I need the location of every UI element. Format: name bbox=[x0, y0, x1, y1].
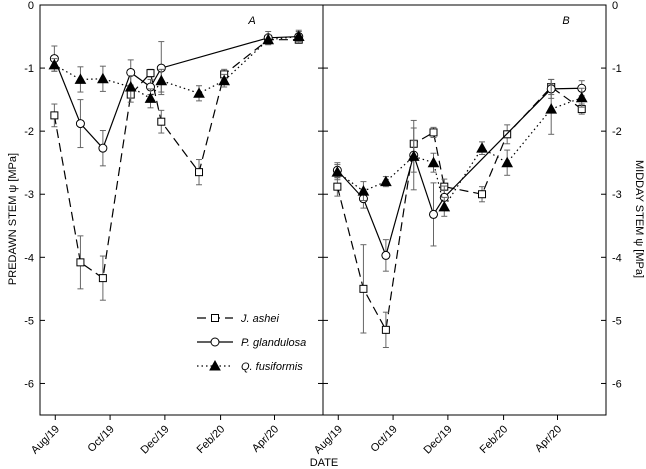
y-tick-label-left: -5 bbox=[24, 315, 34, 327]
data-point bbox=[407, 150, 420, 161]
series-q-fusiformis bbox=[331, 83, 588, 217]
x-tick-label: Aug/19 bbox=[29, 423, 62, 456]
y-tick-label-left: -2 bbox=[24, 126, 34, 138]
y-tick-label-right: -6 bbox=[612, 378, 622, 390]
data-point bbox=[478, 190, 487, 199]
legend-entry: Q. fusiformis bbox=[197, 359, 303, 373]
data-point bbox=[74, 73, 87, 84]
data-point bbox=[427, 156, 440, 168]
y-tick-label-right: -3 bbox=[612, 189, 622, 201]
x-tick-label: Oct/19 bbox=[368, 423, 399, 454]
series-line bbox=[337, 97, 582, 209]
data-point bbox=[124, 80, 137, 92]
data-point bbox=[75, 119, 85, 129]
series-line bbox=[336, 87, 582, 258]
data-point bbox=[545, 103, 558, 114]
data-point bbox=[97, 72, 109, 84]
legend-label: P. glandulosa bbox=[241, 337, 306, 349]
data-point bbox=[429, 209, 439, 219]
y-tick-label-right: -4 bbox=[612, 252, 622, 264]
legend-marker bbox=[209, 359, 221, 371]
data-point bbox=[381, 325, 390, 334]
data-point bbox=[193, 87, 205, 98]
x-tick-label: Feb/20 bbox=[478, 423, 511, 456]
data-point bbox=[98, 274, 107, 283]
series-line bbox=[53, 39, 299, 280]
series-line bbox=[54, 35, 299, 100]
x-tick-label: Dec/19 bbox=[422, 423, 455, 456]
y-tick-label-right: -2 bbox=[612, 126, 622, 138]
y-tick-label-right: -1 bbox=[612, 63, 622, 75]
panel-b-label: B bbox=[562, 15, 569, 27]
y-axis-title-left: PREDAWN STEM ψ [MPa] bbox=[7, 153, 19, 285]
data-point bbox=[146, 69, 155, 78]
y-tick-label-left: 0 bbox=[28, 0, 34, 12]
data-point bbox=[144, 92, 157, 103]
legend-label: J. ashei bbox=[240, 313, 279, 325]
data-point bbox=[98, 143, 108, 153]
data-point bbox=[380, 175, 392, 187]
y-tick-label-left: -1 bbox=[24, 63, 34, 75]
series-q-fusiformis bbox=[48, 30, 305, 109]
data-point bbox=[50, 111, 59, 120]
data-point bbox=[333, 182, 342, 191]
data-point bbox=[48, 58, 61, 70]
y-tick-label-left: -6 bbox=[24, 378, 34, 390]
series-j-ashei bbox=[50, 35, 303, 301]
y-tick-label-right: 0 bbox=[612, 0, 618, 12]
legend-marker bbox=[210, 337, 220, 347]
legend-entry: P. glandulosa bbox=[197, 337, 306, 349]
x-tick-label: Apr/20 bbox=[250, 423, 281, 454]
data-point bbox=[501, 156, 514, 168]
legend: J. ashei P. glandulosa Q. fusiformis bbox=[197, 313, 306, 373]
legend-marker bbox=[211, 314, 219, 322]
data-point bbox=[157, 117, 166, 126]
y-tick-label-left: -4 bbox=[24, 252, 34, 264]
data-point bbox=[331, 166, 344, 177]
series-layer bbox=[48, 29, 588, 349]
data-point bbox=[155, 74, 168, 86]
y-axis-title-right: MIDDAY STEM ψ [MPa] bbox=[633, 160, 645, 278]
x-tick-label: Feb/20 bbox=[195, 423, 228, 456]
x-tick-label: Apr/20 bbox=[533, 423, 564, 454]
legend-entry: J. ashei bbox=[197, 313, 279, 325]
data-point bbox=[381, 250, 391, 260]
data-point bbox=[195, 168, 204, 177]
series-j-ashei bbox=[333, 78, 586, 349]
data-point bbox=[359, 284, 368, 293]
x-tick-label: Aug/19 bbox=[312, 423, 345, 456]
data-point bbox=[357, 185, 370, 196]
x-tick-label: Dec/19 bbox=[139, 423, 172, 456]
y-tick-label-right: -5 bbox=[612, 315, 622, 327]
legend-label: Q. fusiformis bbox=[241, 361, 303, 373]
series-p-glandulosa bbox=[332, 78, 587, 272]
chart-frame bbox=[39, 4, 607, 416]
data-point bbox=[292, 30, 305, 42]
data-point bbox=[575, 91, 588, 103]
data-point bbox=[429, 128, 438, 137]
panel-a-label: A bbox=[247, 15, 255, 27]
y-tick-label-left: -3 bbox=[24, 189, 34, 201]
data-point bbox=[476, 142, 488, 153]
series-p-glandulosa bbox=[49, 29, 304, 167]
x-tick-label: Oct/19 bbox=[85, 423, 116, 454]
data-point bbox=[262, 33, 275, 45]
series-line bbox=[336, 86, 583, 332]
data-point bbox=[218, 74, 231, 86]
series-line bbox=[53, 35, 299, 150]
x-axis-title: DATE bbox=[310, 457, 339, 469]
data-point bbox=[438, 200, 451, 212]
data-point bbox=[76, 258, 85, 267]
